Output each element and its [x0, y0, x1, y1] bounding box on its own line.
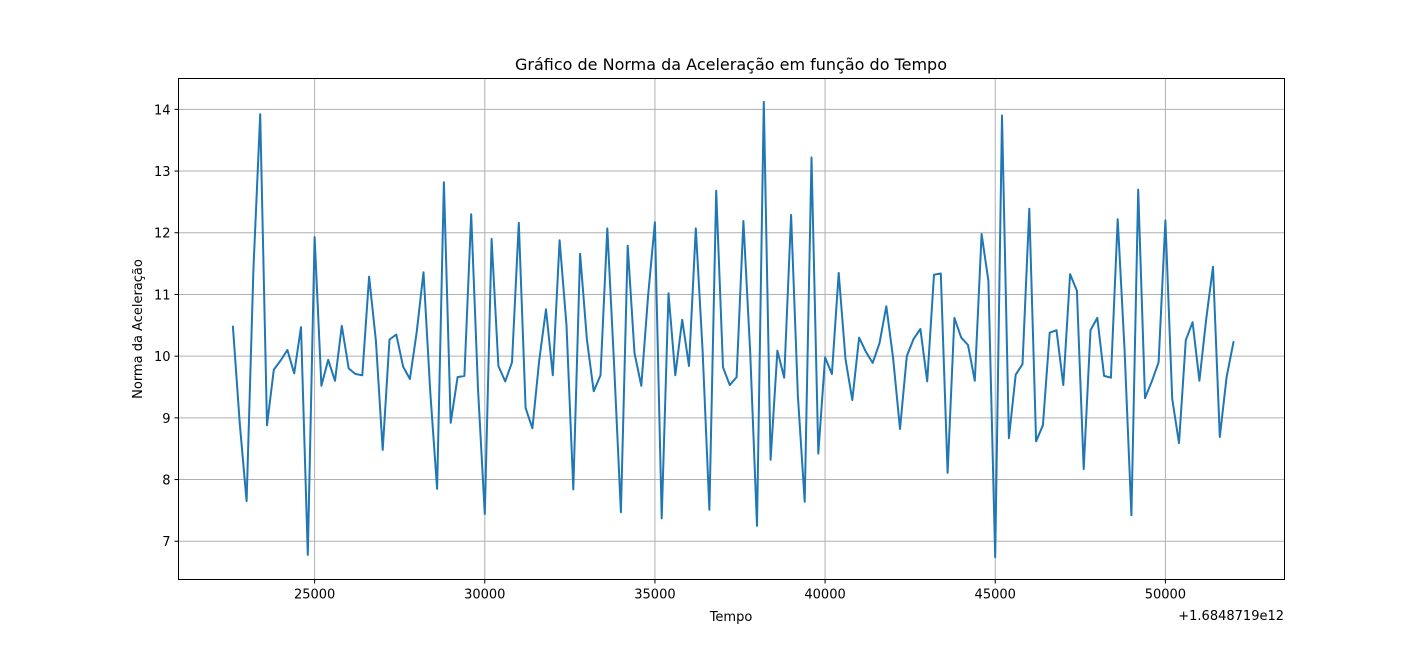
y-tick-label: 12	[154, 227, 171, 242]
y-tick-label: 10	[154, 350, 171, 365]
x-tick-label: 35000	[634, 588, 675, 603]
x-axis-label: Tempo	[709, 610, 753, 625]
series-line	[231, 100, 1235, 559]
x-tick-label: 45000	[975, 588, 1016, 603]
chart-title: Gráfico de Norma da Aceleração em função…	[515, 55, 947, 74]
x-tick-label: 30000	[464, 588, 505, 603]
grid	[178, 78, 1285, 580]
y-tick-label: 13	[154, 165, 171, 180]
x-tick-label: 50000	[1145, 588, 1186, 603]
y-tick-label: 9	[162, 412, 170, 427]
series-layer	[231, 100, 1235, 559]
plot-frame	[178, 78, 1285, 580]
x-tick-label: 25000	[294, 588, 335, 603]
x-tick-label: 40000	[804, 588, 845, 603]
y-tick-label: 7	[162, 535, 170, 550]
y-axis-label: Norma da Aceleração	[131, 259, 146, 399]
axis-ticks: 25000 30000 35000 40000 45000 50000 7 8 9 10 11 12 1…	[154, 103, 1186, 602]
y-tick-label: 8	[162, 474, 170, 489]
y-tick-label: 11	[154, 288, 171, 303]
x-axis-offset-label: +1.6848719e12	[1178, 609, 1284, 624]
y-tick-label: 14	[154, 103, 171, 118]
